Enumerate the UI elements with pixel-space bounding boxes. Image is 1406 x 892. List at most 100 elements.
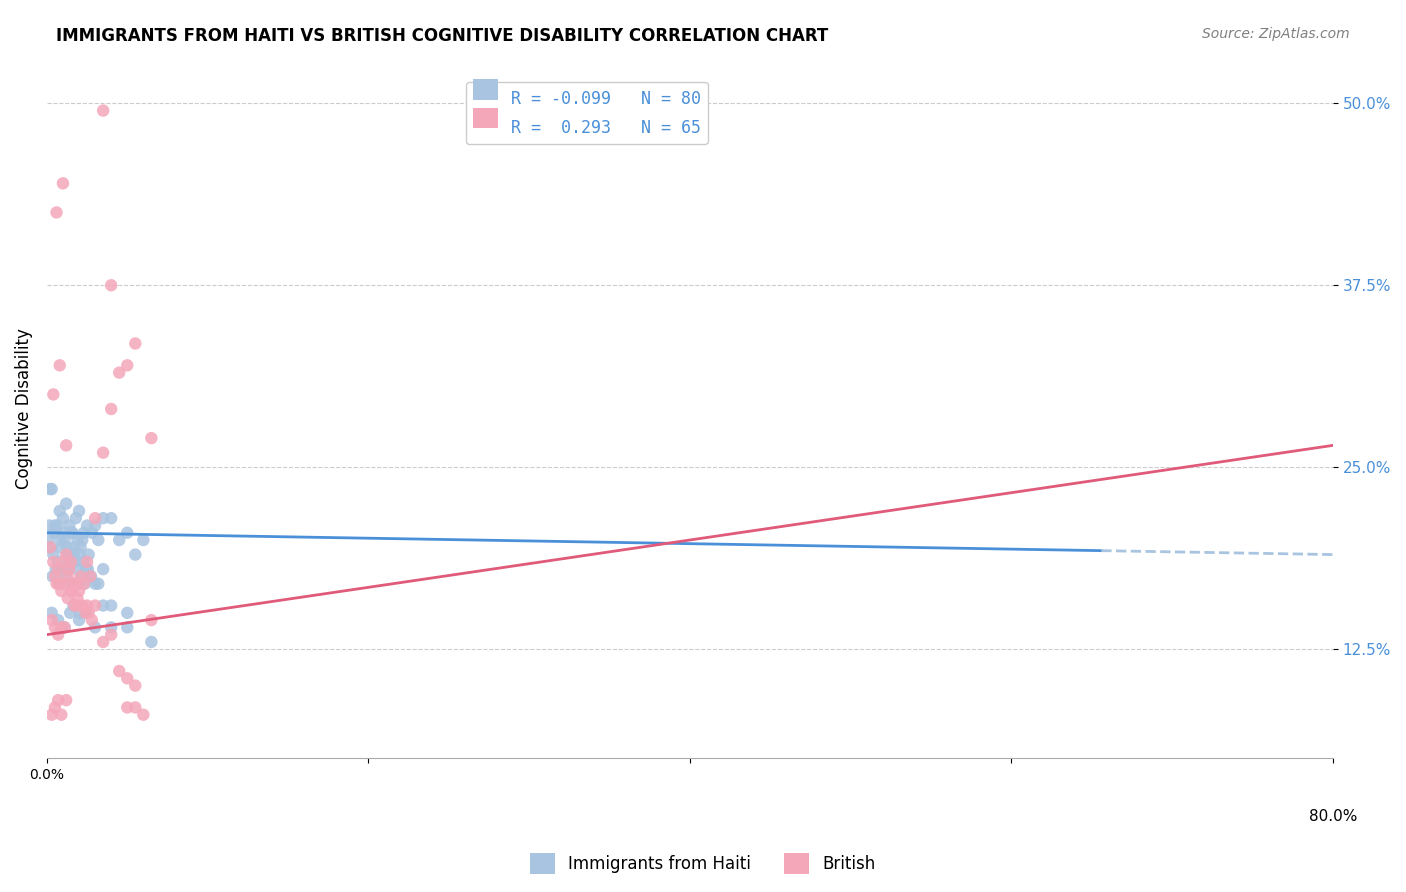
Point xyxy=(67,584,90,599)
Point xyxy=(52,177,75,191)
Point xyxy=(62,599,84,613)
Point xyxy=(45,562,67,576)
Point xyxy=(80,613,103,627)
Point xyxy=(55,548,77,562)
Point xyxy=(72,555,94,569)
Point xyxy=(66,533,89,547)
Point xyxy=(79,569,101,583)
Point xyxy=(41,569,63,583)
Point xyxy=(60,576,83,591)
Point xyxy=(91,445,114,459)
Point xyxy=(117,359,139,373)
Point xyxy=(45,576,67,591)
Point xyxy=(58,562,80,576)
Point xyxy=(117,620,139,634)
Point xyxy=(52,525,75,540)
Point xyxy=(46,627,69,641)
Point xyxy=(51,584,73,599)
Point xyxy=(84,518,107,533)
Point xyxy=(51,620,73,634)
Text: Source: ZipAtlas.com: Source: ZipAtlas.com xyxy=(1202,27,1350,41)
Point xyxy=(46,562,69,576)
Point xyxy=(108,366,131,380)
Point xyxy=(59,606,82,620)
Point xyxy=(42,387,65,401)
Point xyxy=(65,511,87,525)
Point xyxy=(67,613,90,627)
Point xyxy=(39,541,62,555)
Point xyxy=(55,693,77,707)
Point xyxy=(63,576,86,591)
Point xyxy=(132,533,155,547)
Point xyxy=(70,533,93,547)
Point xyxy=(44,700,66,714)
Point xyxy=(42,548,65,562)
Point xyxy=(53,533,76,547)
Point xyxy=(124,548,146,562)
Point xyxy=(117,671,139,685)
Point xyxy=(117,525,139,540)
Point xyxy=(63,555,86,569)
Point xyxy=(53,620,76,634)
Point xyxy=(41,613,63,627)
Y-axis label: Cognitive Disability: Cognitive Disability xyxy=(15,328,32,490)
Point xyxy=(62,525,84,540)
Point xyxy=(84,511,107,525)
Point xyxy=(70,599,93,613)
Point xyxy=(84,620,107,634)
Point xyxy=(141,431,163,445)
Point xyxy=(56,569,79,583)
Point xyxy=(56,541,79,555)
Point xyxy=(80,525,103,540)
Text: IMMIGRANTS FROM HAITI VS BRITISH COGNITIVE DISABILITY CORRELATION CHART: IMMIGRANTS FROM HAITI VS BRITISH COGNITI… xyxy=(56,27,828,45)
Point xyxy=(69,606,91,620)
Point xyxy=(69,541,91,555)
Point xyxy=(75,606,97,620)
Point xyxy=(73,525,96,540)
Point xyxy=(100,278,122,293)
Point xyxy=(108,664,131,678)
Point xyxy=(70,569,93,583)
Point xyxy=(62,584,84,599)
Point xyxy=(75,606,97,620)
Point xyxy=(49,533,72,547)
Point xyxy=(66,599,89,613)
Point xyxy=(76,599,98,613)
Point xyxy=(42,525,65,540)
Point xyxy=(59,584,82,599)
Point xyxy=(37,533,59,547)
Point xyxy=(39,541,62,555)
Point xyxy=(124,336,146,351)
Point xyxy=(80,569,103,583)
Point xyxy=(73,576,96,591)
Point xyxy=(76,518,98,533)
Point xyxy=(53,620,76,634)
Point xyxy=(46,555,69,569)
Point xyxy=(46,613,69,627)
Point xyxy=(56,548,79,562)
Point xyxy=(38,518,60,533)
Point xyxy=(58,518,80,533)
Point xyxy=(77,548,100,562)
Point xyxy=(100,402,122,417)
Point xyxy=(100,627,122,641)
Point xyxy=(48,359,70,373)
Point xyxy=(52,555,75,569)
Point xyxy=(56,591,79,606)
Point xyxy=(51,707,73,722)
Point xyxy=(48,576,70,591)
Point xyxy=(77,562,100,576)
Point xyxy=(55,497,77,511)
Point xyxy=(91,599,114,613)
Point xyxy=(45,525,67,540)
Point xyxy=(66,591,89,606)
Point xyxy=(48,576,70,591)
Point xyxy=(59,555,82,569)
Point xyxy=(51,562,73,576)
Point xyxy=(84,576,107,591)
Point xyxy=(65,576,87,591)
Legend: R = -0.099   N = 80, R =  0.293   N = 65: R = -0.099 N = 80, R = 0.293 N = 65 xyxy=(467,82,707,145)
Point xyxy=(48,504,70,518)
Point xyxy=(52,562,75,576)
Point xyxy=(67,504,90,518)
